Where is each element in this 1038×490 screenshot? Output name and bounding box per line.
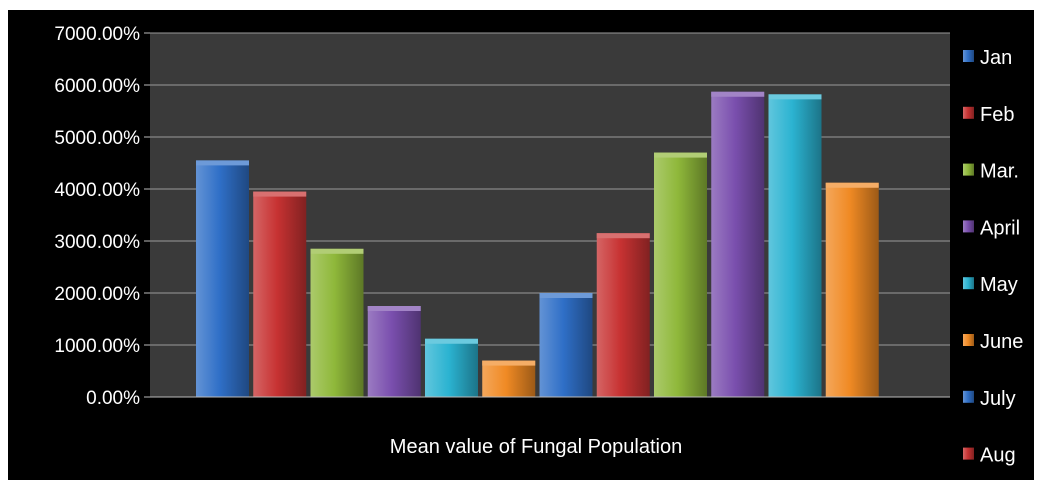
bar-top-highlight [196,160,249,166]
legend-swatch [963,334,974,346]
bar-top-highlight [253,191,307,197]
bar-month-12 [825,182,879,397]
bar-mar [310,248,364,397]
bar-month-11 [768,94,822,398]
bar-top-highlight [482,360,536,366]
legend-label: Feb [980,104,1014,126]
bar-top-highlight [596,233,650,239]
bar-month-9 [654,152,707,397]
bar-top-highlight [310,248,364,254]
bar-top-highlight [825,182,879,188]
bar-may [425,338,478,397]
bar-top-highlight [711,91,765,97]
chart-svg: 0.00% 1000.00% 2000.00% 3000.00% 4000.00% 500… [54,24,1023,467]
legend-label: Mar. [980,161,1019,183]
bar-top-highlight [539,293,593,298]
legend-label: July [980,388,1016,410]
chart-area: 0.00% 1000.00% 2000.00% 3000.00% 4000.00% 500… [8,10,1034,480]
y-tick-label: 3000.00% [54,232,140,253]
bar-top-highlight [654,152,707,158]
y-axis: 0.00% 1000.00% 2000.00% 3000.00% 4000.00% 500… [54,24,950,409]
legend-swatch [963,220,974,233]
bar-aug [596,233,650,397]
y-tick-label: 7000.00% [54,24,140,45]
bar-april [367,306,421,397]
y-tick-label: 6000.00% [54,76,140,97]
legend-label: Aug [980,445,1016,467]
y-tick-label: 4000.00% [54,180,140,201]
legend-label: May [980,274,1018,296]
y-tick-label: 1000.00% [54,336,140,357]
bar-top-highlight [768,94,822,100]
y-tick-label: 2000.00% [54,284,140,305]
legend: Jan Feb Mar. April May June July Aug [963,47,1023,467]
legend-swatch [963,277,974,290]
y-tick-label: 5000.00% [54,128,140,149]
bar-june [482,360,536,397]
bar-month-10 [711,91,765,397]
legend-label: June [980,331,1023,353]
legend-swatch [963,447,974,460]
x-axis-label: Mean value of Fungal Population [390,436,682,458]
bar-feb [253,191,307,397]
y-tick-label: 0.00% [86,388,140,409]
bar-jan [196,160,249,397]
bar-top-highlight [425,338,478,344]
legend-label: April [980,217,1020,239]
legend-swatch [963,390,974,403]
legend-swatch [963,106,974,119]
legend-swatch [963,163,974,176]
bar-top-highlight [367,306,421,311]
bar-july [539,293,593,397]
bars [196,91,879,398]
legend-label: Jan [980,47,1012,69]
legend-swatch [963,50,974,62]
